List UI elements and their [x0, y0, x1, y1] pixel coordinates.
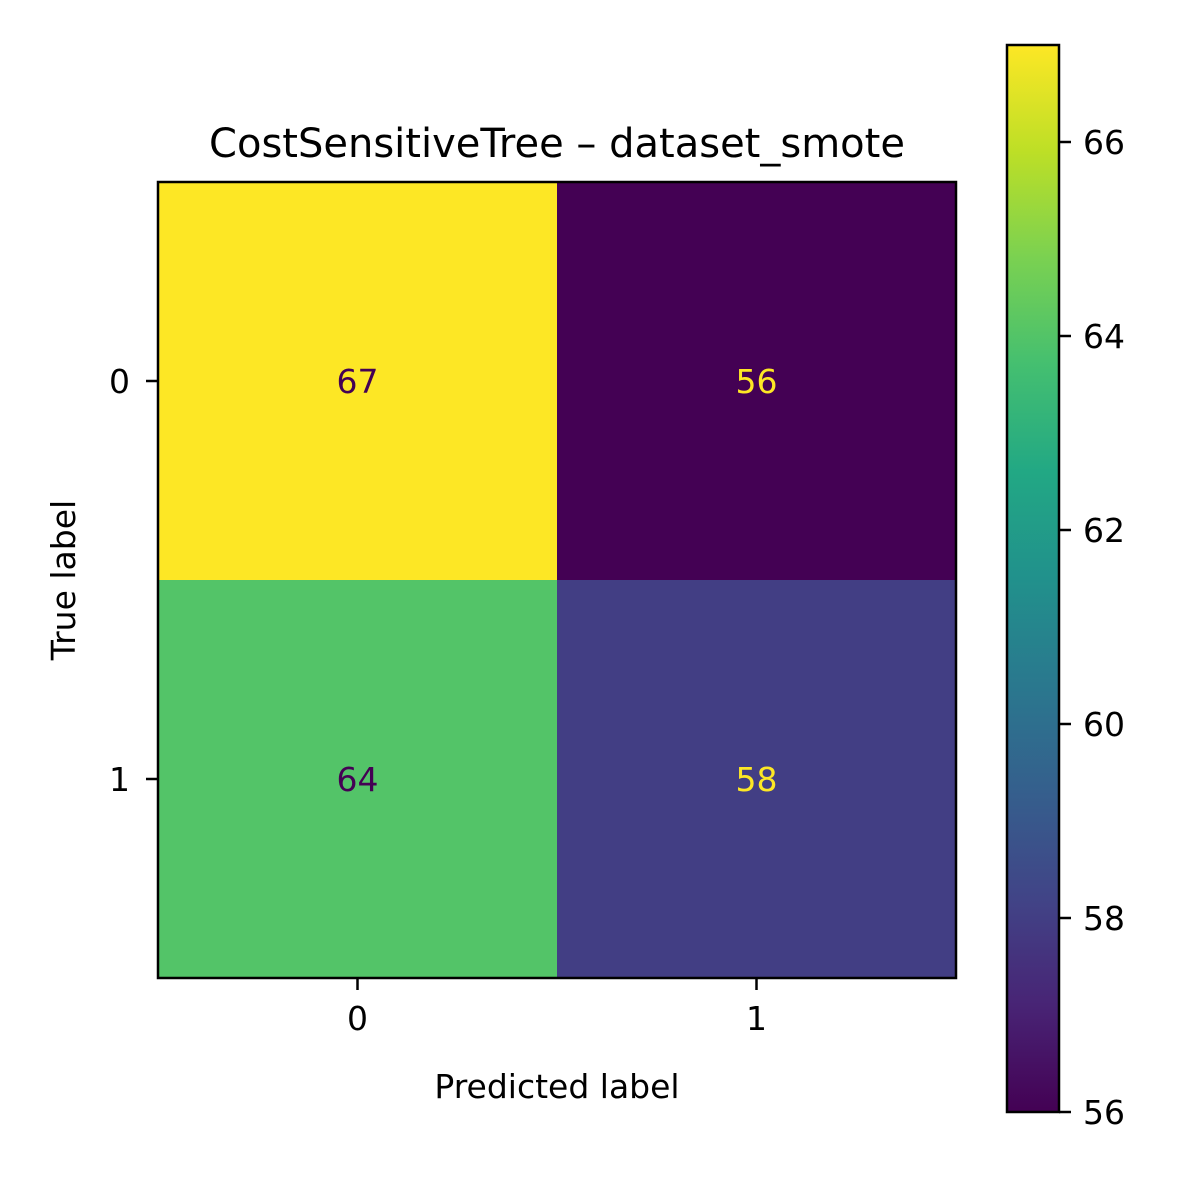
y-tick-label: 0: [109, 362, 130, 401]
plot-frame: [156, 180, 958, 980]
y-axis-ticks: 01: [109, 362, 158, 799]
y-axis-label: True label: [44, 500, 83, 661]
cell-value-label: 58: [736, 760, 778, 799]
heatmap-cells: 67 56 64 58: [158, 182, 956, 978]
colorbar: [1005, 43, 1061, 1114]
cell-value-label: 67: [337, 362, 379, 401]
cell-value-label: 56: [736, 362, 778, 401]
heatmap-cell: [158, 182, 557, 580]
heatmap-cell: [557, 580, 956, 978]
colorbar-tick-label: 64: [1083, 317, 1125, 356]
x-axis-label: Predicted label: [434, 1067, 679, 1106]
y-tick-label: 1: [109, 760, 130, 799]
colorbar-tick-label: 66: [1083, 123, 1125, 162]
heatmap-cell: [557, 182, 956, 580]
x-tick-label: 1: [746, 999, 767, 1038]
colorbar-tick-label: 56: [1083, 1093, 1125, 1132]
chart-title: CostSensitiveTree – dataset_smote: [209, 121, 905, 167]
colorbar-tick-label: 60: [1083, 705, 1125, 744]
colorbar-tick-label: 62: [1083, 511, 1125, 550]
cell-value-label: 64: [337, 760, 379, 799]
x-tick-label: 0: [347, 999, 368, 1038]
colorbar-ticks: 56 58 60 62 64 66: [1059, 123, 1125, 1132]
heatmap-cell: [158, 580, 557, 978]
colorbar-tick-label: 58: [1083, 899, 1125, 938]
